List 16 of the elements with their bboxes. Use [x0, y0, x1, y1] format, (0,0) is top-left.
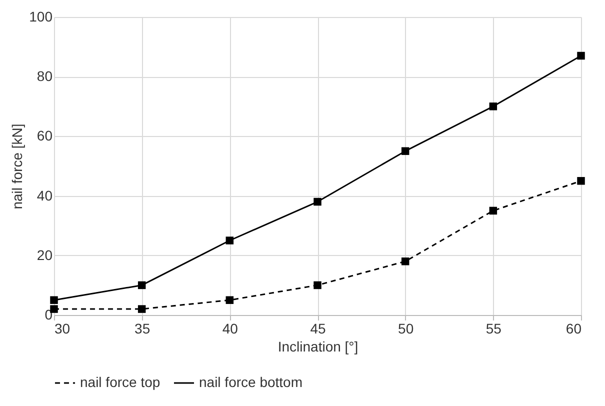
x-tick-label: 30 — [54, 320, 70, 336]
legend-label: nail force top — [80, 374, 160, 390]
x-tick-label: 40 — [222, 320, 238, 336]
x-axis-title: Inclination [°] — [278, 338, 358, 354]
y-tick-label: 60 — [36, 128, 53, 144]
y-tick-label: 20 — [36, 246, 53, 263]
y-axis-title: nail force [kN] — [9, 124, 26, 210]
x-tick-label: 60 — [566, 320, 582, 336]
x-tick-label: 45 — [310, 320, 326, 336]
x-tick-label: 55 — [486, 320, 502, 336]
y-tick-label: 80 — [36, 68, 53, 84]
y-tick-label: 100 — [29, 8, 53, 24]
x-tick-label: 35 — [134, 320, 150, 336]
x-tick-label: 50 — [398, 320, 414, 336]
legend-label: nail force bottom — [199, 374, 302, 390]
y-tick-label: 40 — [36, 187, 53, 204]
